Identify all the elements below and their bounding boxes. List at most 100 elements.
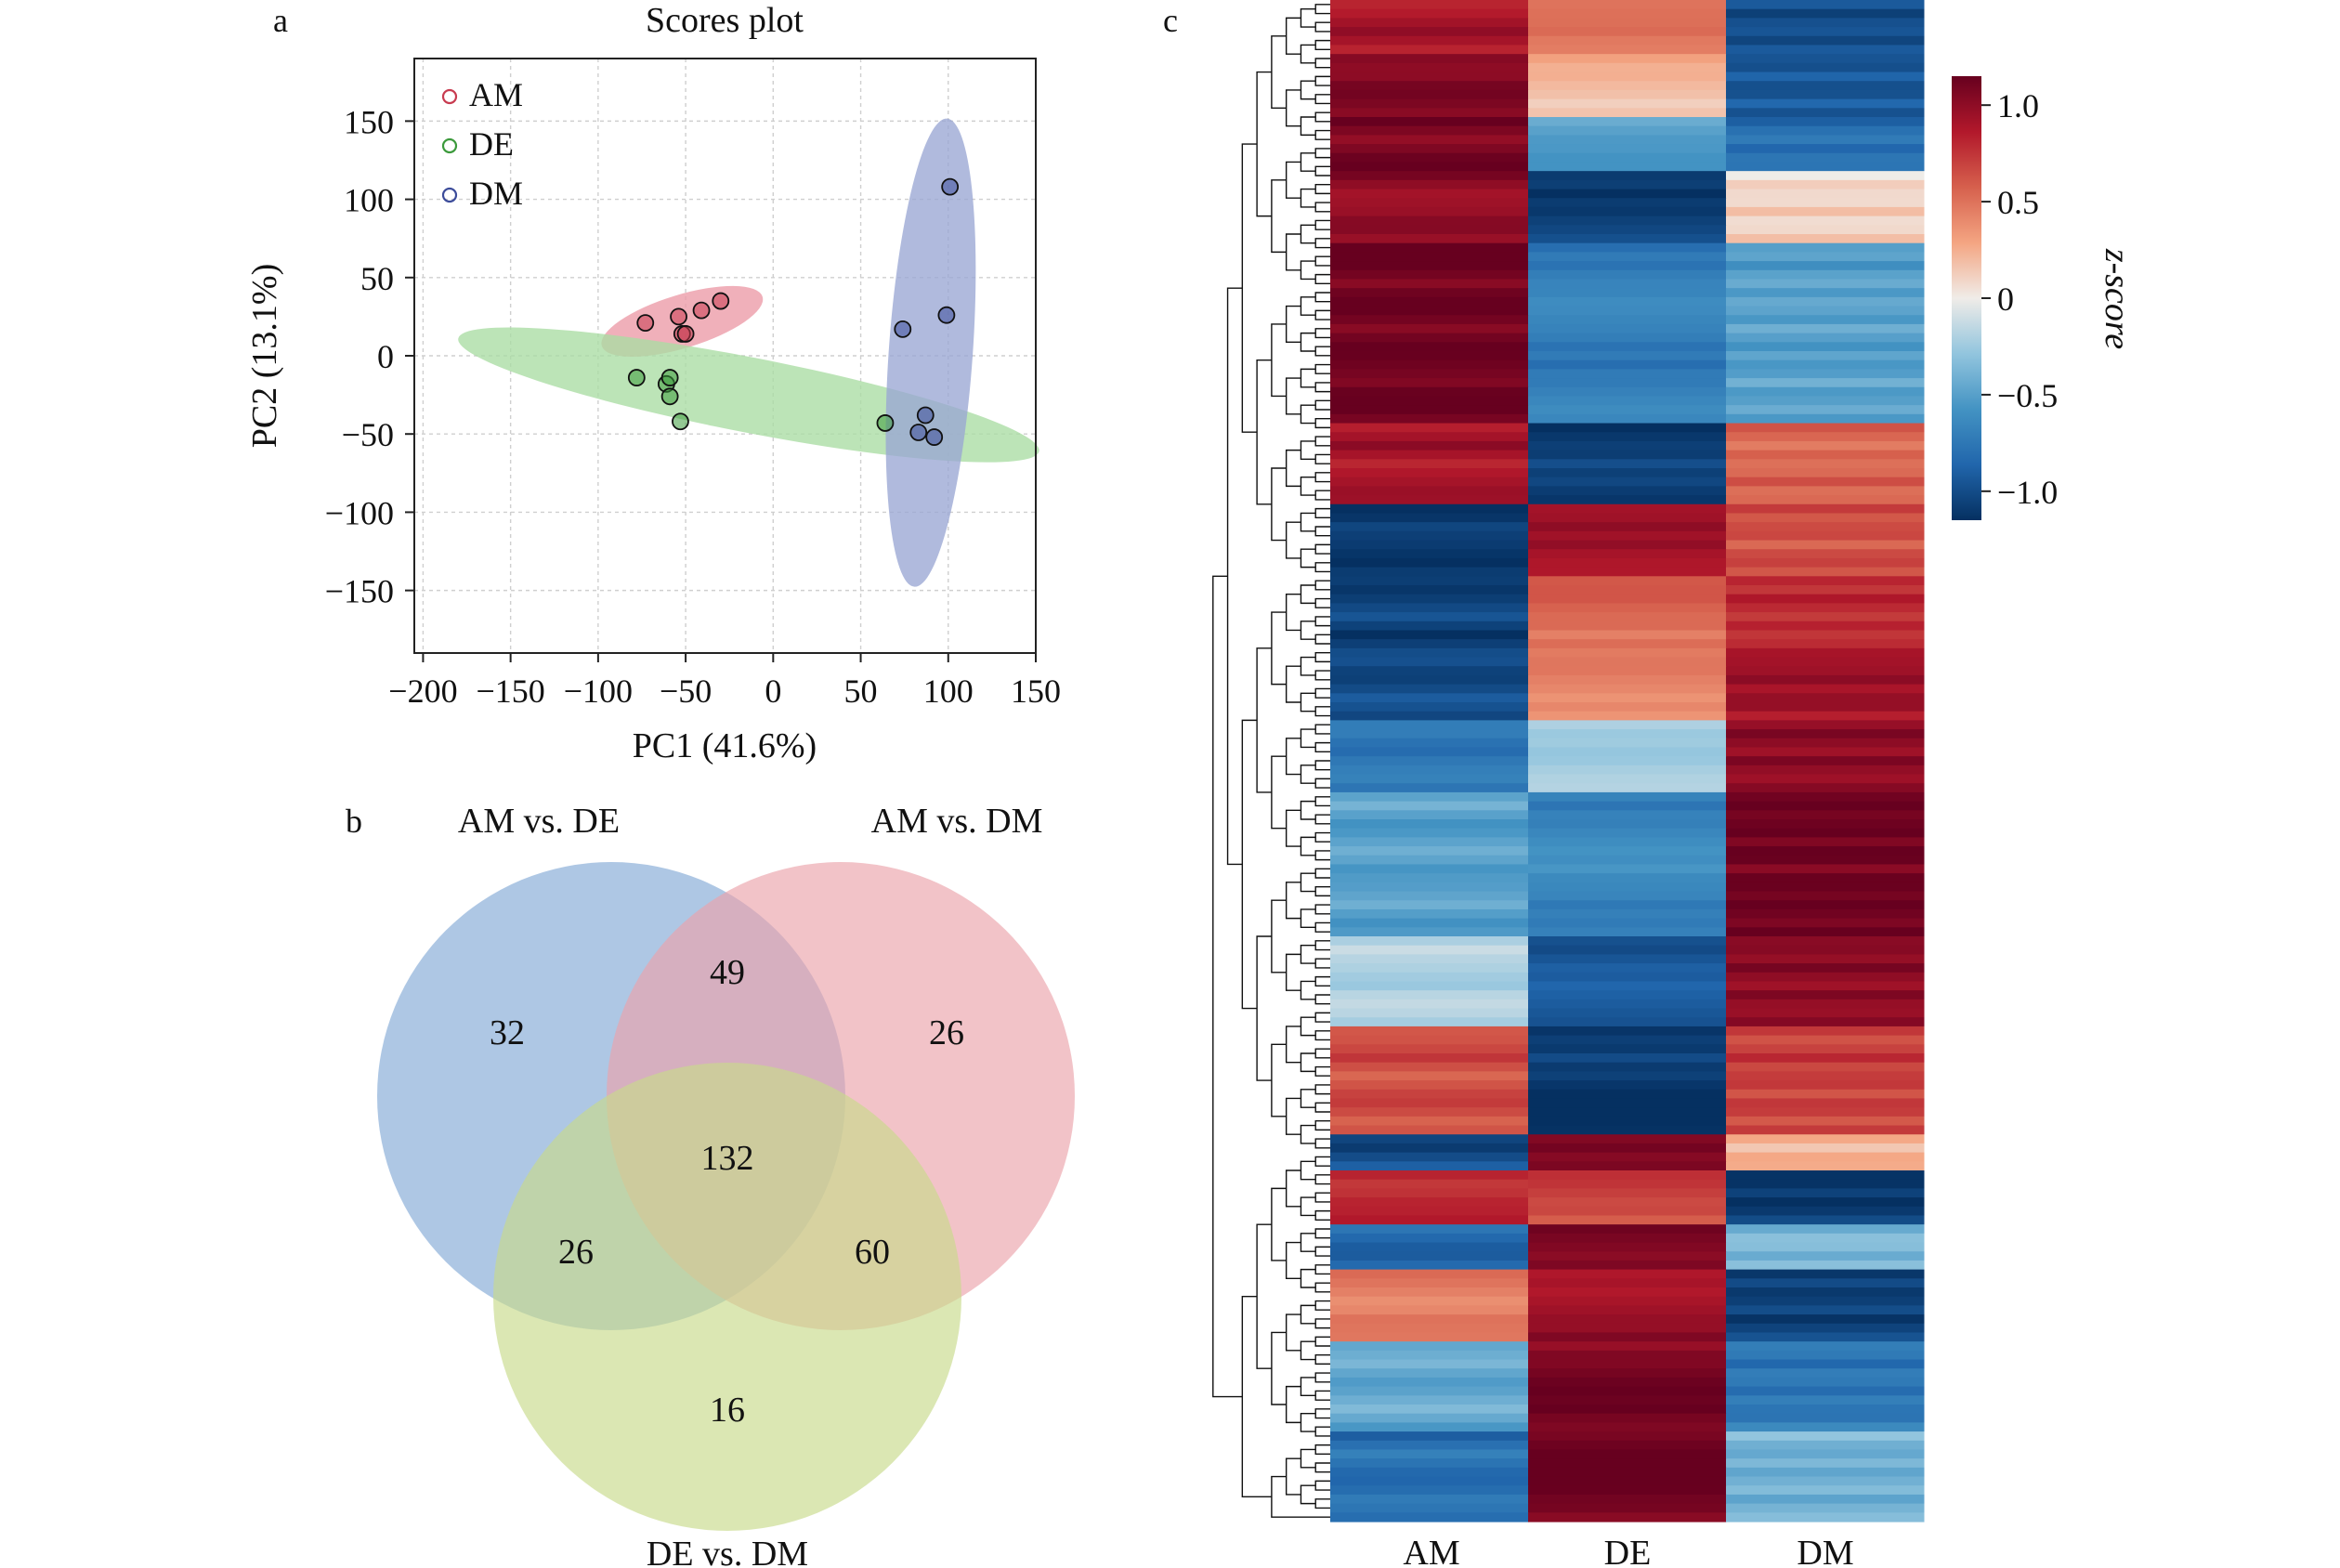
heatmap-cell — [1330, 8, 1529, 19]
heatmap-cell — [1726, 747, 1925, 757]
dendrogram-branch — [1285, 233, 1301, 271]
scatter-point-am — [676, 325, 695, 343]
dendrogram-branch — [1314, 382, 1330, 393]
heatmap-cell — [1528, 864, 1727, 874]
heatmap-cell — [1528, 657, 1727, 667]
dendrogram-branch — [1314, 4, 1330, 15]
heatmap-cell — [1528, 1458, 1727, 1469]
heatmap-cell — [1726, 18, 1925, 28]
dendrogram-branch — [1285, 161, 1301, 199]
heatmap-cell — [1726, 269, 1925, 281]
heatmap-cell — [1726, 1260, 1925, 1271]
heatmap-cell — [1330, 1431, 1529, 1442]
heatmap-cell — [1330, 828, 1529, 838]
scatter-point-dm — [909, 424, 928, 441]
heatmap-cell — [1528, 1035, 1727, 1045]
dendrogram-branch — [1300, 980, 1316, 1000]
dendrogram-branch — [1300, 1124, 1316, 1144]
dendrogram-branch — [1314, 1209, 1330, 1222]
heatmap-cell — [1726, 405, 1925, 415]
scatter-y-tick-label: −50 — [342, 416, 394, 453]
dendrogram-branch — [1314, 1372, 1330, 1383]
dendrogram-branch — [1314, 1119, 1330, 1131]
heatmap-cell — [1726, 54, 1925, 64]
heatmap-cell — [1330, 747, 1529, 757]
heatmap-cell — [1330, 386, 1529, 398]
heatmap-cell — [1528, 351, 1727, 361]
dendrogram-branch — [1314, 202, 1330, 213]
dendrogram-branch — [1256, 359, 1272, 505]
colorbar-label: z-score — [2098, 248, 2137, 349]
heatmap-cell — [1330, 549, 1529, 559]
dendrogram-branch — [1285, 1241, 1301, 1280]
dendrogram-branch — [1314, 238, 1330, 249]
heatmap-cell — [1528, 954, 1727, 964]
heatmap-cell — [1528, 81, 1727, 91]
heatmap-cell — [1528, 738, 1727, 749]
heatmap-cell — [1330, 1422, 1529, 1432]
heatmap-cell — [1330, 242, 1529, 253]
dendrogram-branch — [1256, 1223, 1272, 1369]
heatmap-cell — [1726, 936, 1925, 947]
dendrogram-branch — [1314, 1174, 1330, 1185]
dendrogram-branch — [1314, 363, 1330, 374]
dendrogram-branch — [1300, 260, 1316, 281]
heatmap-cell — [1330, 1170, 1529, 1181]
heatmap-cell — [1726, 1341, 1925, 1352]
heatmap-cell — [1528, 846, 1727, 856]
heatmap-cell — [1330, 927, 1529, 937]
dendrogram-branch — [1314, 724, 1330, 735]
venn-count-am-vs-dm-only: 26 — [929, 1013, 964, 1052]
heatmap-cell — [1726, 45, 1925, 55]
heatmap-cell — [1330, 423, 1529, 433]
heatmap-cell — [1528, 666, 1727, 676]
dendrogram-branch — [1285, 89, 1301, 127]
scatter-point-am — [670, 307, 687, 326]
heatmap-cell — [1330, 702, 1529, 712]
heatmap-cell — [1330, 530, 1529, 542]
heatmap-cell — [1528, 477, 1727, 487]
dendrogram-branch — [1314, 777, 1330, 789]
dendrogram-branch — [1300, 44, 1316, 64]
heatmap-cell — [1726, 8, 1925, 19]
heatmap-cell — [1528, 72, 1727, 82]
heatmap-cell — [1330, 1269, 1529, 1279]
panel-label-b: b — [346, 803, 362, 840]
dendrogram-branch — [1314, 687, 1330, 699]
heatmap-cell — [1726, 1332, 1925, 1342]
heatmap-cell — [1528, 630, 1727, 640]
dendrogram-branch — [1241, 719, 1258, 1010]
heatmap-cell — [1528, 179, 1727, 190]
heatmap-cell — [1726, 432, 1925, 442]
heatmap-cell — [1726, 242, 1925, 253]
venn-count-am-vs-de-only: 32 — [490, 1013, 525, 1052]
dendrogram-branch — [1285, 665, 1301, 703]
heatmap-cell — [1330, 1188, 1529, 1198]
heatmap-cell — [1528, 152, 1727, 163]
heatmap-cell — [1528, 98, 1727, 109]
heatmap-cell — [1726, 396, 1925, 406]
heatmap-cell — [1528, 1422, 1727, 1432]
heatmap-cell — [1726, 1467, 1925, 1478]
heatmap-cell — [1726, 540, 1925, 550]
heatmap-cell — [1726, 530, 1925, 542]
heatmap-cell — [1726, 1287, 1925, 1298]
heatmap-cell — [1330, 674, 1529, 686]
dendrogram-branch — [1314, 706, 1330, 717]
heatmap-cell — [1330, 288, 1529, 298]
heatmap-cell — [1528, 413, 1727, 425]
dendrogram-branch — [1314, 1462, 1330, 1473]
heatmap-cell — [1528, 674, 1727, 686]
scatter-x-tick-label: −100 — [564, 673, 633, 710]
heatmap-cell — [1528, 1008, 1727, 1018]
heatmap-cell — [1726, 1314, 1925, 1325]
heatmap-cell — [1528, 279, 1727, 289]
dendrogram-branch — [1300, 1233, 1316, 1252]
dendrogram-branch — [1314, 1426, 1330, 1437]
dendrogram-branch — [1314, 1102, 1330, 1113]
dendrogram-branch — [1300, 908, 1316, 929]
heatmap-cell — [1330, 1017, 1529, 1027]
scatter-point-am — [636, 314, 655, 333]
dendrogram-branch — [1300, 800, 1316, 820]
heatmap-column-label-dm: DM — [1797, 1534, 1853, 1568]
